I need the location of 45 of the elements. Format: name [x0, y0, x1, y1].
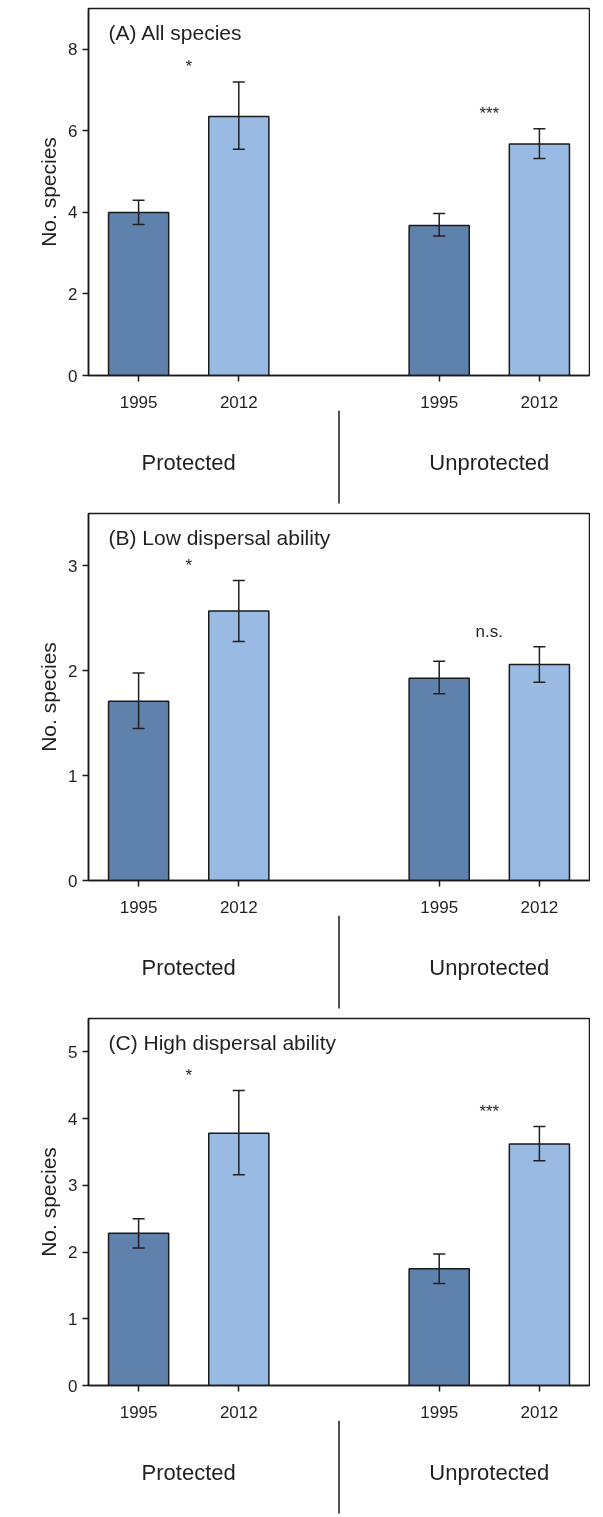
y-axis-title: No. species	[37, 642, 61, 752]
text: (C) High dispersal ability	[108, 1030, 337, 1054]
x-tick-label: 2012	[520, 897, 559, 917]
text: (A) All species	[108, 20, 242, 44]
text: Unprotected	[429, 450, 550, 476]
y-axis-title: No. species	[37, 1147, 61, 1257]
y-tick-label: 4	[68, 203, 78, 223]
annotation: ***	[479, 103, 500, 123]
y-tick-label: 6	[68, 121, 78, 141]
y-tick-label: 0	[68, 366, 78, 386]
y-tick-label: 1	[68, 1309, 78, 1329]
annotation: ***	[479, 1101, 500, 1121]
x-tick-label: 2012	[219, 1402, 258, 1422]
y-tick-label: 3	[68, 556, 78, 576]
y-tick-label: 5	[68, 1042, 78, 1062]
y-tick-label: 2	[68, 1243, 78, 1263]
annotation: n.s.	[475, 621, 504, 641]
y-tick-label: 2	[68, 661, 78, 681]
annotation: *	[185, 555, 193, 575]
x-tick-label: 2012	[219, 897, 258, 917]
x-tick-label: 2012	[219, 392, 258, 412]
text: Protected	[141, 1460, 236, 1486]
text: Protected	[141, 955, 236, 981]
x-tick-label: 1995	[420, 897, 459, 917]
y-tick-label: 0	[68, 1376, 78, 1396]
y-tick-label: 4	[68, 1109, 78, 1129]
y-tick-label: 3	[68, 1176, 78, 1196]
annotation: *	[185, 1065, 193, 1085]
y-axis-title: No. species	[37, 137, 61, 247]
x-tick-label: 1995	[119, 1402, 158, 1422]
x-tick-label: 1995	[420, 392, 459, 412]
text: (B) Low dispersal ability	[108, 525, 331, 549]
y-tick-label: 2	[68, 284, 78, 304]
text: Unprotected	[429, 1460, 550, 1486]
text: Protected	[141, 450, 236, 476]
x-tick-label: 1995	[119, 897, 158, 917]
y-tick-label: 0	[68, 871, 78, 891]
x-tick-label: 1995	[420, 1402, 459, 1422]
annotation: *	[185, 56, 193, 76]
y-tick-label: 8	[68, 40, 78, 60]
y-tick-label: 1	[68, 766, 78, 786]
text: Unprotected	[429, 955, 550, 981]
x-tick-label: 2012	[520, 392, 559, 412]
x-tick-label: 2012	[520, 1402, 559, 1422]
x-tick-label: 1995	[119, 392, 158, 412]
